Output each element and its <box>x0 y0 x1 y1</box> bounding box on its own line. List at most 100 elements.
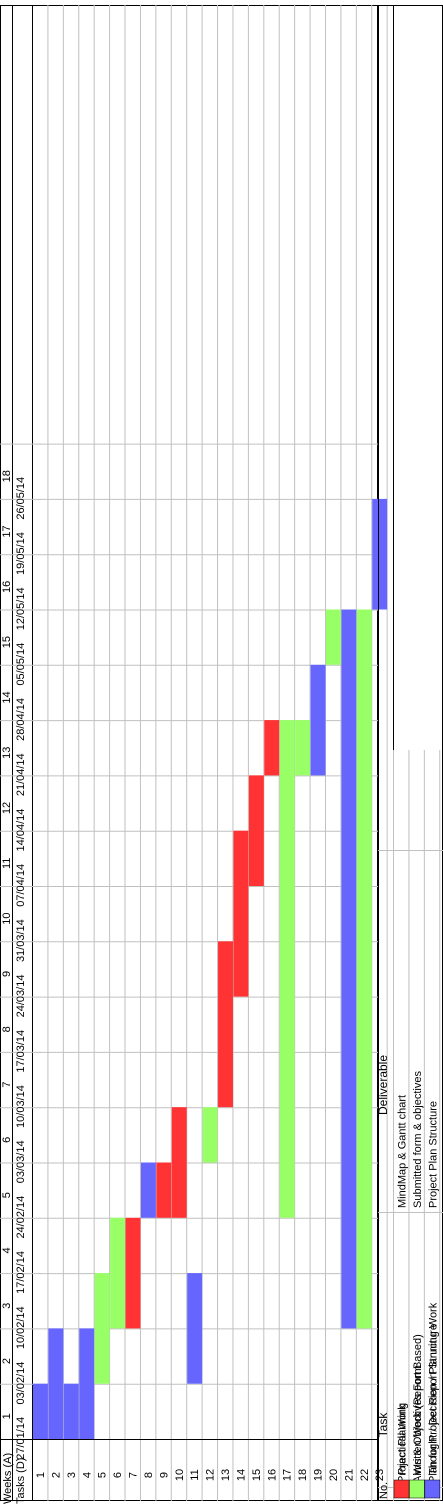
legend-swatch <box>424 1479 441 1499</box>
week-date-label: 12/05/14 <box>15 587 27 630</box>
task-bar-22 <box>356 609 372 1329</box>
week-number-label: 1 <box>1 1413 13 1419</box>
task-number-label: 10 <box>174 1469 186 1481</box>
week-date-label: 03/02/14 <box>15 1362 27 1405</box>
task-name-cell: Aims & Objectives Form <box>412 1365 424 1483</box>
task-bar-18 <box>295 720 311 776</box>
task-number-label: 3 <box>66 1472 78 1478</box>
week-number-label: 2 <box>1 1358 13 1364</box>
legend-label: Thought / Decision / Planning Work <box>427 1302 439 1475</box>
week-number-label: 13 <box>1 747 13 759</box>
task-bar-1 <box>33 1383 48 1439</box>
week-date-label: 31/03/14 <box>15 919 27 962</box>
task-number-label: 15 <box>251 1469 263 1481</box>
week-number-label: 12 <box>1 802 13 814</box>
task-number-label: 9 <box>158 1472 170 1478</box>
legend-swatch <box>393 1479 410 1499</box>
week-date-label: 05/05/14 <box>15 643 27 686</box>
task-bar-16 <box>264 720 280 776</box>
task-bar-9 <box>156 1162 172 1218</box>
week-date-label: 21/04/14 <box>15 753 27 796</box>
task-bar-8 <box>140 1162 156 1218</box>
task-name-cell: Project Planning <box>397 1403 409 1483</box>
axis-labels: Weeks (A) Tasks (D) 127/01/14203/02/1431… <box>1 470 386 1504</box>
no-column-header: No. <box>378 1482 390 1499</box>
week-number-label: 18 <box>1 470 13 482</box>
week-number-label: 7 <box>1 1081 13 1087</box>
task-bar-20 <box>325 609 341 665</box>
task-bar-12 <box>202 1107 218 1163</box>
task-number-label: 6 <box>112 1472 124 1478</box>
week-date-label: 26/05/14 <box>15 477 27 520</box>
task-deliverable-cell: MindMap & Gantt chart <box>397 1095 409 1208</box>
task-number-label: 16 <box>266 1469 278 1481</box>
task-number-label: 18 <box>297 1469 309 1481</box>
week-date-label: 10/03/14 <box>15 1085 27 1128</box>
task-bar-6 <box>110 1217 126 1329</box>
week-date-label: 14/04/14 <box>15 809 27 852</box>
task-number-label: 8 <box>143 1472 155 1478</box>
task-bar-19 <box>310 664 326 776</box>
task-column-header: Task <box>376 1412 390 1438</box>
week-number-label: 10 <box>1 913 13 925</box>
table-grid <box>378 5 443 1501</box>
week-number-label: 9 <box>1 971 13 977</box>
week-number-label: 17 <box>1 525 13 537</box>
deliverable-column-header: Deliverable <box>376 1055 390 1115</box>
weeks-axis-label: Weeks (A) <box>2 1453 14 1504</box>
task-bar-15 <box>248 775 264 886</box>
task-number-label: 2 <box>50 1472 62 1478</box>
task-number-label: 21 <box>343 1469 355 1481</box>
week-number-label: 14 <box>1 691 13 703</box>
week-date-label: 03/03/14 <box>15 1140 27 1183</box>
tasks-axis-label: Tasks (D) <box>15 1458 27 1504</box>
week-date-label: 28/04/14 <box>15 698 27 741</box>
week-date-label: 24/03/14 <box>15 975 27 1018</box>
week-date-label: 19/05/14 <box>15 532 27 575</box>
week-date-label: 24/02/14 <box>15 1196 27 1239</box>
task-number-label: 17 <box>282 1469 294 1481</box>
task-bar-11 <box>187 1273 203 1384</box>
week-number-label: 11 <box>1 858 13 869</box>
task-number-label: 5 <box>97 1472 109 1478</box>
task-bar-14 <box>233 830 249 997</box>
week-number-label: 16 <box>1 581 13 593</box>
task-number-label: 23 <box>374 1469 386 1481</box>
week-number-label: 4 <box>1 1247 13 1253</box>
week-number-label: 5 <box>1 1192 13 1198</box>
gantt-timeline-grid: Weeks (A) Tasks (D) 127/01/14203/02/1431… <box>0 5 388 1504</box>
task-bar-7 <box>125 1217 141 1329</box>
week-date-label: 17/03/14 <box>15 1030 27 1073</box>
task-number-label: 14 <box>235 1469 247 1481</box>
week-date-label: 10/02/14 <box>15 1306 27 1349</box>
week-number-label: 8 <box>1 1026 13 1032</box>
task-number-label: 12 <box>205 1469 217 1481</box>
task-number-label: 7 <box>128 1472 140 1478</box>
task-number-label: 11 <box>189 1469 201 1480</box>
table-border <box>378 5 443 1501</box>
task-bar-2 <box>48 1328 64 1439</box>
legend-swatch <box>409 1479 425 1499</box>
task-bar-5 <box>94 1273 110 1384</box>
legend-label: Written Work (Report Based) <box>412 1334 424 1475</box>
task-bar-21 <box>341 609 357 1329</box>
legend-label: Practical Work <box>397 1404 409 1475</box>
task-bars <box>33 498 388 1439</box>
task-number-label: 13 <box>220 1469 232 1481</box>
task-bar-23 <box>372 498 388 610</box>
task-bar-3 <box>63 1383 79 1439</box>
task-bar-13 <box>218 941 233 1108</box>
week-number-label: 6 <box>1 1137 13 1143</box>
task-number-label: 20 <box>328 1469 340 1481</box>
task-table: No. Task Deliverable 1Project PlanningMi… <box>376 5 443 1501</box>
week-number-label: 3 <box>1 1303 13 1309</box>
week-number-label: 15 <box>1 636 13 648</box>
week-date-label: 07/04/14 <box>15 864 27 907</box>
task-number-label: 4 <box>81 1472 93 1478</box>
task-name-cell: Plan for Project Report Structure <box>427 1324 439 1483</box>
task-deliverable-cell: Project Plan Structure <box>427 1101 439 1208</box>
timeline-border <box>0 5 378 1501</box>
task-bar-4 <box>79 1328 95 1439</box>
legend: Practical Work Written Work (Report Based… <box>393 1302 441 1499</box>
